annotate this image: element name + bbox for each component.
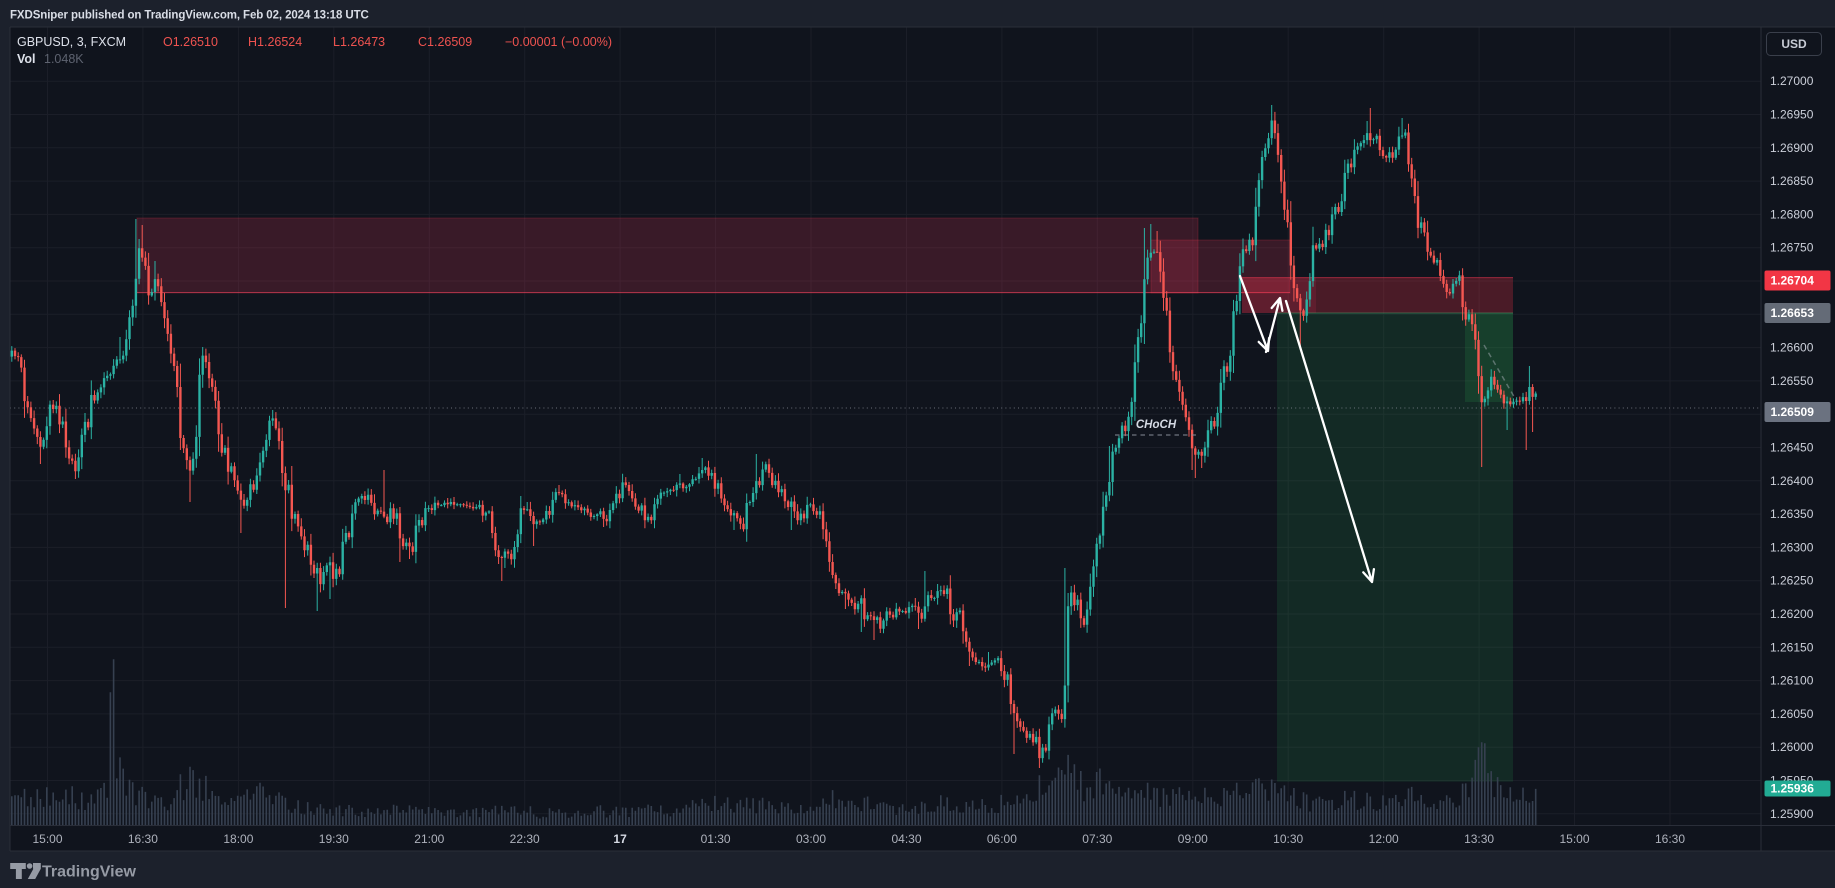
svg-text:1.26900: 1.26900	[1770, 141, 1814, 155]
svg-text:15:00: 15:00	[32, 832, 62, 846]
svg-text:1.26450: 1.26450	[1770, 441, 1814, 455]
svg-text:1.26050: 1.26050	[1770, 707, 1814, 721]
svg-text:1.26150: 1.26150	[1770, 640, 1814, 654]
svg-text:03:00: 03:00	[796, 832, 826, 846]
svg-text:USD: USD	[1781, 37, 1807, 51]
svg-text:07:30: 07:30	[1082, 832, 1112, 846]
svg-text:18:00: 18:00	[223, 832, 253, 846]
svg-text:19:30: 19:30	[319, 832, 349, 846]
svg-text:1.26550: 1.26550	[1770, 374, 1814, 388]
svg-text:13:30: 13:30	[1464, 832, 1494, 846]
svg-text:1.27000: 1.27000	[1770, 74, 1814, 88]
svg-text:1.26000: 1.26000	[1770, 740, 1814, 754]
svg-text:1.26200: 1.26200	[1770, 607, 1814, 621]
svg-text:1.26950: 1.26950	[1770, 108, 1814, 122]
svg-text:12:00: 12:00	[1369, 832, 1399, 846]
svg-text:1.26400: 1.26400	[1770, 474, 1814, 488]
svg-text:1.26704: 1.26704	[1771, 274, 1815, 288]
svg-text:06:00: 06:00	[987, 832, 1017, 846]
svg-text:1.048K: 1.048K	[44, 52, 84, 66]
svg-text:TradingView: TradingView	[42, 864, 137, 881]
svg-text:1.26600: 1.26600	[1770, 341, 1814, 355]
svg-text:22:30: 22:30	[510, 832, 540, 846]
svg-text:1.26850: 1.26850	[1770, 174, 1814, 188]
svg-text:16:30: 16:30	[1655, 832, 1685, 846]
svg-text:15:00: 15:00	[1559, 832, 1589, 846]
svg-text:1.26800: 1.26800	[1770, 207, 1814, 221]
svg-text:1.26250: 1.26250	[1770, 574, 1814, 588]
svg-text:FXDSniper published on Trading: FXDSniper published on TradingView.com, …	[10, 10, 369, 22]
svg-text:10:30: 10:30	[1273, 832, 1303, 846]
svg-text:1.26750: 1.26750	[1770, 241, 1814, 255]
svg-text:17: 17	[613, 832, 627, 846]
svg-text:1.26653: 1.26653	[1771, 306, 1815, 320]
svg-text:01:30: 01:30	[701, 832, 731, 846]
svg-text:09:00: 09:00	[1178, 832, 1208, 846]
svg-text:04:30: 04:30	[891, 832, 921, 846]
svg-text:1.26100: 1.26100	[1770, 674, 1814, 688]
svg-text:1.26300: 1.26300	[1770, 540, 1814, 554]
svg-text:Vol: Vol	[17, 52, 36, 66]
svg-text:1.25900: 1.25900	[1770, 807, 1814, 821]
svg-text:16:30: 16:30	[128, 832, 158, 846]
svg-text:1.26350: 1.26350	[1770, 507, 1814, 521]
svg-text:1.25936: 1.25936	[1771, 782, 1815, 796]
svg-text:CHoCH: CHoCH	[1136, 419, 1177, 431]
svg-text:21:00: 21:00	[414, 832, 444, 846]
svg-text:1.26509: 1.26509	[1771, 405, 1815, 419]
